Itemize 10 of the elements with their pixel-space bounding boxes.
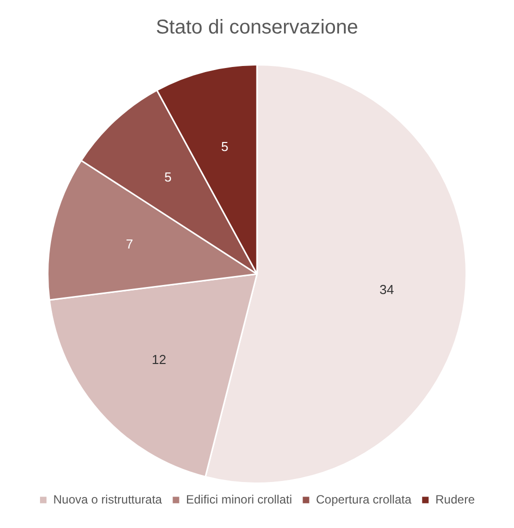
legend-label: Rudere <box>435 492 476 506</box>
data-label: 34 <box>380 282 394 297</box>
chart-title: Stato di conservazione <box>156 16 358 39</box>
legend-label: Copertura crollata <box>316 492 412 506</box>
data-label: 7 <box>126 236 134 252</box>
data-label: 5 <box>221 138 228 154</box>
data-label: 5 <box>164 170 172 185</box>
legend-label: Edifici minori crollati <box>186 492 292 506</box>
data-label: 12 <box>152 352 166 368</box>
legend-label: Nuova o ristrutturata <box>53 492 162 506</box>
